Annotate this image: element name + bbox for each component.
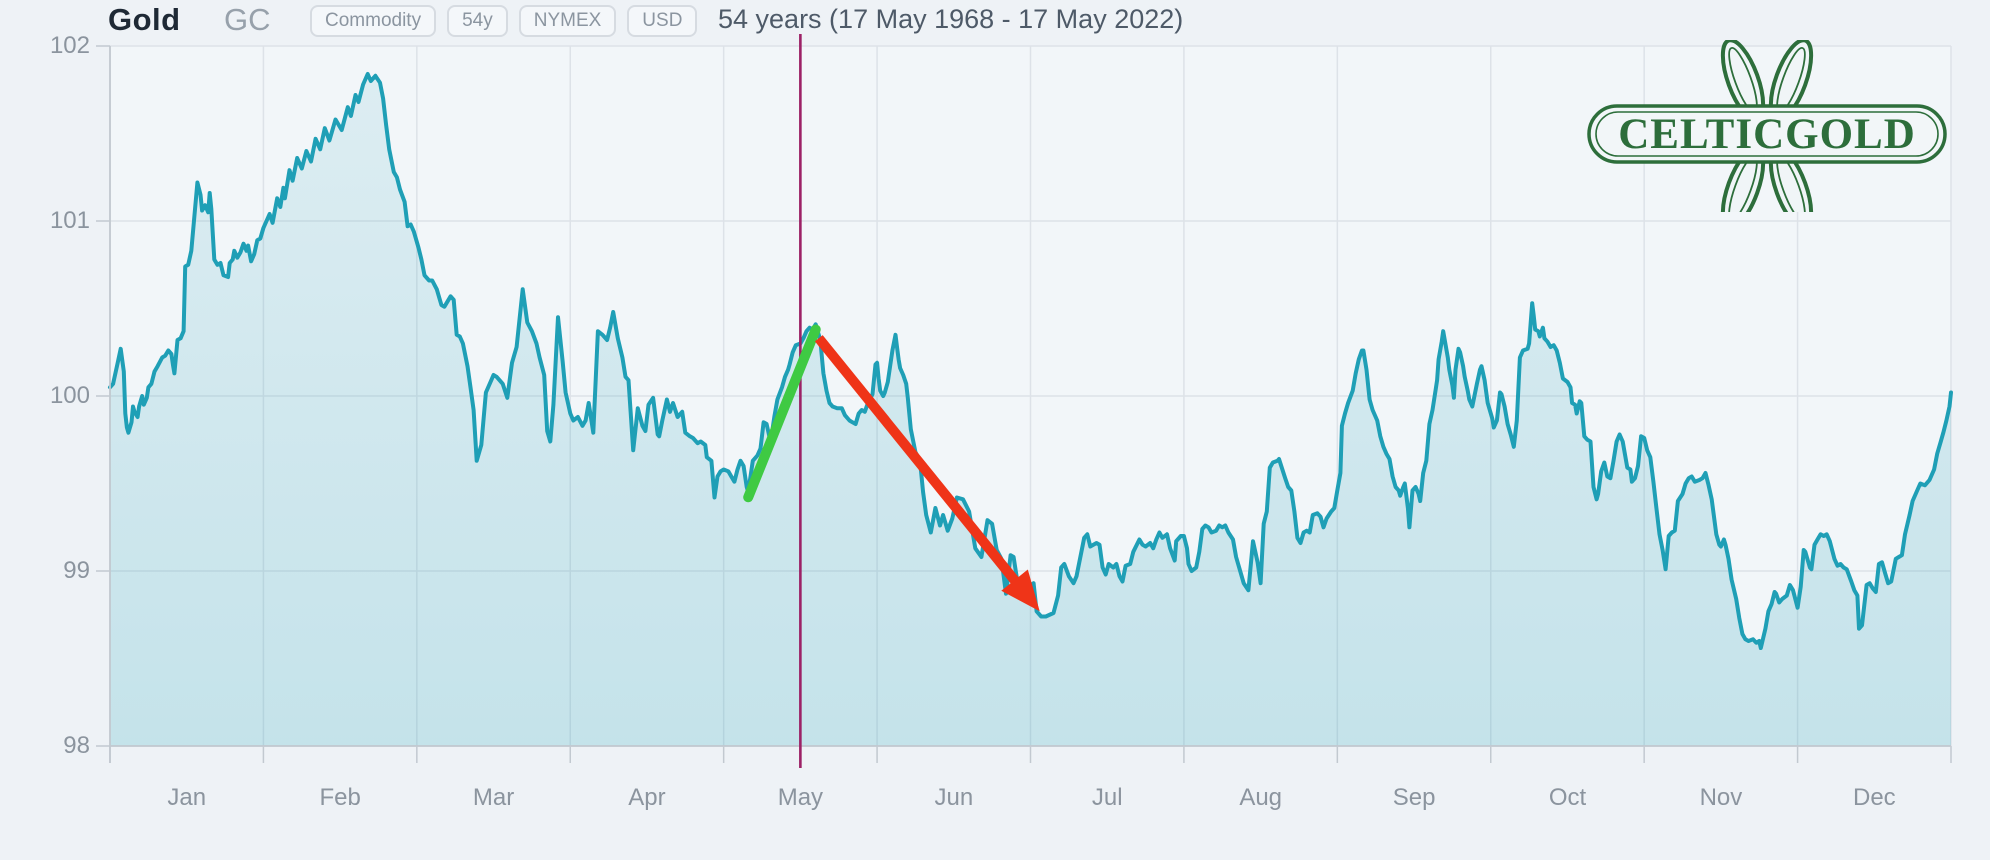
seasonal-line bbox=[108, 72, 1953, 650]
instrument-badges: Commodity 54y NYMEX USD bbox=[310, 5, 698, 37]
celticgold-logo[interactable]: CELTICGOLD bbox=[1583, 38, 1951, 230]
y-axis-label-99: 99 bbox=[63, 557, 90, 584]
month-label-dec: Dec bbox=[1853, 784, 1896, 811]
celticgold-logo-graphic: CELTICGOLD bbox=[1587, 38, 1947, 230]
badge-asset-class: Commodity bbox=[310, 5, 437, 37]
instrument-symbol: GC bbox=[224, 2, 271, 37]
month-label-jun: Jun bbox=[934, 784, 974, 811]
celticgold-logo-text: CELTICGOLD bbox=[1618, 111, 1916, 158]
month-label-mar: Mar bbox=[472, 784, 515, 811]
month-label-jan: Jan bbox=[167, 784, 207, 811]
y-axis-label-102: 102 bbox=[49, 32, 90, 59]
month-label-jul: Jul bbox=[1091, 784, 1123, 811]
month-label-aug: Aug bbox=[1239, 784, 1283, 811]
month-label-apr: Apr bbox=[628, 784, 666, 811]
red-decline-arrow bbox=[814, 335, 1023, 588]
y-axis-label-98: 98 bbox=[63, 732, 90, 759]
seasonal-area-fill bbox=[110, 74, 1951, 746]
logo-band bbox=[1587, 104, 1947, 164]
month-label-oct: Oct bbox=[1548, 784, 1587, 811]
chart-period-title: 54 years (17 May 1968 - 17 May 2022) bbox=[718, 4, 1184, 34]
green-rise-arrow bbox=[743, 324, 821, 503]
x-axis-month-labels: Jan Feb Mar Apr May Jun Jul Aug Sep Oct … bbox=[110, 784, 1951, 812]
month-label-may: May bbox=[777, 784, 824, 811]
badge-period: 54y bbox=[447, 5, 508, 37]
y-axis-label-101: 101 bbox=[49, 207, 90, 234]
month-label-sep: Sep bbox=[1392, 784, 1436, 811]
month-label-nov: Nov bbox=[1699, 784, 1743, 811]
red-arrowhead-icon bbox=[1001, 569, 1040, 612]
month-label-feb: Feb bbox=[319, 784, 361, 811]
y-axis-label-100: 100 bbox=[49, 382, 90, 409]
badge-exchange: NYMEX bbox=[518, 5, 617, 37]
badge-currency: USD bbox=[627, 5, 698, 37]
instrument-name: Gold bbox=[108, 2, 181, 37]
